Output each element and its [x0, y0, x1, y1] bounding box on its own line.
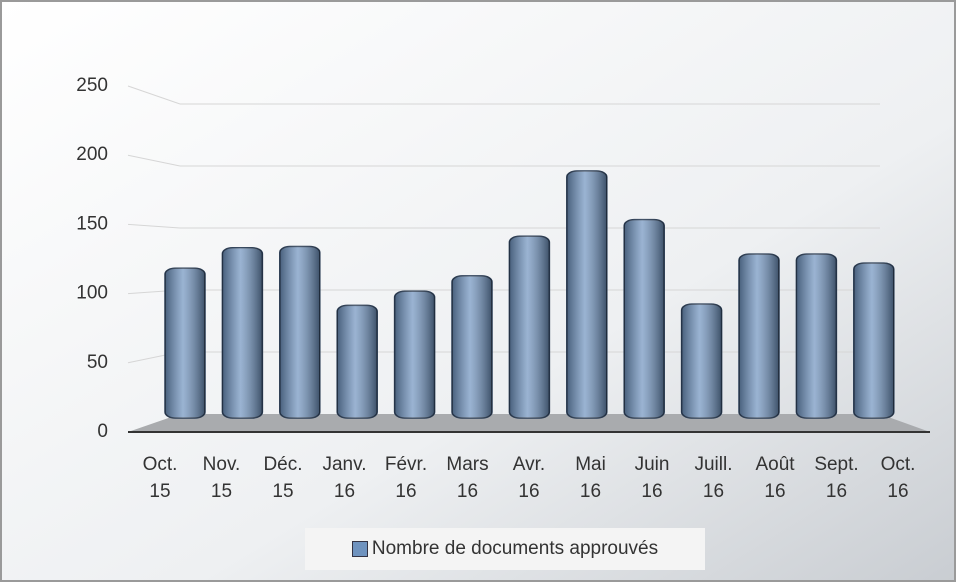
- y-tick-label: 200: [76, 144, 108, 165]
- x-tick-label: Sept. 16: [814, 454, 859, 502]
- bar-shade: [509, 236, 550, 418]
- bar-shade: [624, 219, 665, 418]
- bar-shade: [394, 291, 435, 418]
- bar-shade: [452, 275, 492, 418]
- bar-shade: [165, 268, 205, 418]
- y-tick-label: 0: [97, 421, 108, 442]
- legend: Nombre de documents approuvés: [305, 528, 705, 570]
- y-tick-label: 150: [76, 213, 108, 234]
- grid-line: [127, 85, 181, 105]
- bar-shade: [566, 170, 607, 418]
- x-tick-label: Févr. 16: [384, 454, 428, 502]
- floor: [128, 414, 930, 432]
- bar-shade: [279, 246, 320, 418]
- legend-label: Nombre de documents approuvés: [371, 538, 659, 559]
- bar-shade: [681, 304, 722, 418]
- grid-line: [127, 223, 181, 229]
- bar-shade: [337, 305, 378, 418]
- y-tick-label: 250: [76, 75, 108, 96]
- x-tick-label: Juill. 16: [694, 454, 733, 502]
- x-tick-label: Juin 16: [634, 454, 670, 502]
- x-tick-label: Nov. 15: [202, 454, 241, 502]
- y-tick-label: 50: [87, 352, 108, 373]
- x-tick-label: Janv. 16: [322, 454, 367, 502]
- x-tick-label: Avr. 16: [512, 454, 546, 502]
- bar-shade: [222, 247, 263, 418]
- bar-shade: [853, 263, 894, 418]
- bar-shade: [796, 254, 837, 418]
- bar-shade: [739, 254, 779, 418]
- grid-line: [127, 154, 181, 167]
- x-tick-label: Août 16: [755, 454, 795, 502]
- legend-key: [351, 541, 368, 557]
- x-tick-label: Déc. 15: [263, 454, 303, 502]
- x-tick-label: Mars 16: [446, 454, 489, 502]
- x-tick-label: Oct. 15: [142, 454, 178, 502]
- x-tick-label: Oct. 16: [880, 454, 916, 502]
- y-tick-label: 100: [76, 283, 108, 304]
- x-tick-label: Mai 16: [575, 454, 606, 502]
